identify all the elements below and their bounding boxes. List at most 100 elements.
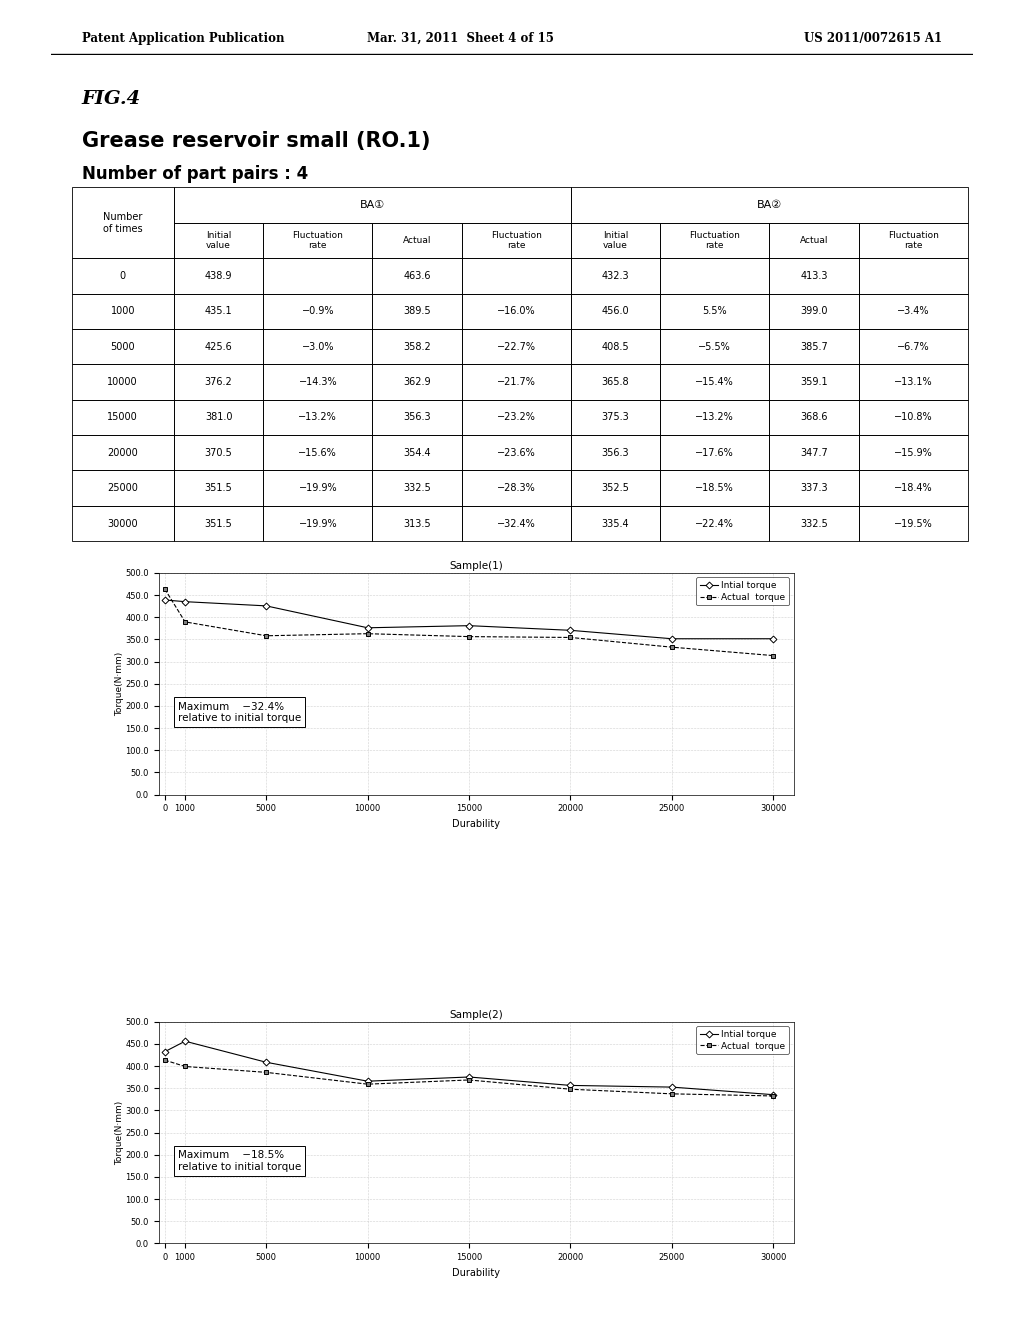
Text: 399.0: 399.0 [800, 306, 827, 317]
Text: US 2011/0072615 A1: US 2011/0072615 A1 [804, 32, 942, 45]
Text: −18.5%: −18.5% [695, 483, 734, 494]
Text: 347.7: 347.7 [800, 447, 827, 458]
X-axis label: Durability: Durability [453, 1267, 500, 1278]
Intial torque [260, 1055, 272, 1071]
Bar [570, 329, 660, 364]
Text: Number
of times: Number of times [103, 213, 142, 234]
Text: 463.6: 463.6 [403, 271, 431, 281]
Bar [174, 470, 263, 506]
Text: 438.9: 438.9 [205, 271, 232, 281]
Text: −13.1%: −13.1% [894, 378, 933, 387]
Bar [462, 259, 570, 293]
Intial torque [361, 1073, 374, 1089]
Text: Fluctuation
rate: Fluctuation rate [490, 231, 542, 251]
Bar [174, 506, 263, 541]
Text: Actual: Actual [800, 236, 828, 246]
Text: BA①: BA① [359, 201, 385, 210]
Bar [660, 400, 769, 436]
Text: 408.5: 408.5 [602, 342, 630, 351]
Text: Initial
value: Initial value [603, 231, 628, 251]
Bar [859, 364, 968, 400]
Bar [769, 364, 859, 400]
Bar [263, 400, 373, 436]
Bar [263, 329, 373, 364]
Text: 359.1: 359.1 [800, 378, 827, 387]
Text: Fluctuation
rate: Fluctuation rate [888, 231, 939, 251]
Intial torque [179, 594, 191, 610]
Text: −19.5%: −19.5% [894, 519, 933, 528]
Bar [72, 187, 174, 259]
Actual  torque [159, 1052, 171, 1068]
Line: Actual  torque: Actual torque [163, 586, 776, 659]
Bar [462, 400, 570, 436]
Bar [72, 506, 174, 541]
Bar [263, 364, 373, 400]
Bar [462, 470, 570, 506]
Text: 335.4: 335.4 [602, 519, 630, 528]
Title: Sample(2): Sample(2) [450, 1010, 503, 1019]
X-axis label: Durability: Durability [453, 818, 500, 829]
Text: −14.3%: −14.3% [299, 378, 337, 387]
Actual  torque [666, 639, 678, 655]
Bar [72, 400, 174, 436]
Bar [462, 223, 570, 259]
Bar [769, 506, 859, 541]
Bar [373, 470, 462, 506]
Bar [570, 364, 660, 400]
Bar [263, 470, 373, 506]
Title: Sample(1): Sample(1) [450, 561, 503, 570]
Text: −13.2%: −13.2% [298, 412, 337, 422]
Bar [72, 329, 174, 364]
Text: Fluctuation
rate: Fluctuation rate [293, 231, 343, 251]
Intial torque [666, 1080, 678, 1096]
Bar [570, 223, 660, 259]
Bar [373, 223, 462, 259]
Bar [660, 293, 769, 329]
Text: 362.9: 362.9 [403, 378, 431, 387]
Bar [373, 436, 462, 470]
Bar [263, 293, 373, 329]
Text: 313.5: 313.5 [403, 519, 431, 528]
Bar [263, 506, 373, 541]
Legend: Intial torque, Actual  torque: Intial torque, Actual torque [696, 577, 790, 606]
Line: Intial torque: Intial torque [163, 598, 776, 642]
Bar [72, 259, 174, 293]
Text: −22.7%: −22.7% [497, 342, 536, 351]
Actual  torque [463, 628, 475, 644]
Text: 358.2: 358.2 [403, 342, 431, 351]
Bar [174, 329, 263, 364]
Bar [660, 436, 769, 470]
Legend: Intial torque, Actual  torque: Intial torque, Actual torque [696, 1026, 790, 1055]
Bar [769, 400, 859, 436]
Bar [373, 259, 462, 293]
Line: Actual  torque: Actual torque [163, 1057, 776, 1098]
Bar [373, 329, 462, 364]
Text: −21.7%: −21.7% [497, 378, 536, 387]
Text: 0: 0 [120, 271, 126, 281]
Text: 456.0: 456.0 [602, 306, 630, 317]
Bar [769, 293, 859, 329]
Bar [660, 223, 769, 259]
Intial torque [463, 1069, 475, 1085]
Actual  torque [564, 1081, 577, 1097]
Bar [263, 259, 373, 293]
Text: −17.6%: −17.6% [695, 447, 734, 458]
Text: 332.5: 332.5 [800, 519, 827, 528]
Bar [373, 506, 462, 541]
Bar [462, 364, 570, 400]
Bar [72, 436, 174, 470]
Intial torque [666, 631, 678, 647]
Bar [570, 187, 968, 223]
Bar [859, 259, 968, 293]
Text: −16.0%: −16.0% [497, 306, 536, 317]
Bar [570, 470, 660, 506]
Bar [859, 470, 968, 506]
Text: −5.5%: −5.5% [698, 342, 731, 351]
Text: 354.4: 354.4 [403, 447, 431, 458]
Bar [373, 400, 462, 436]
Actual  torque [767, 648, 779, 664]
Bar [462, 329, 570, 364]
Intial torque [767, 631, 779, 647]
Actual  torque [463, 1072, 475, 1088]
Text: Maximum    −32.4%
relative to initial torque: Maximum −32.4% relative to initial torqu… [178, 701, 301, 723]
